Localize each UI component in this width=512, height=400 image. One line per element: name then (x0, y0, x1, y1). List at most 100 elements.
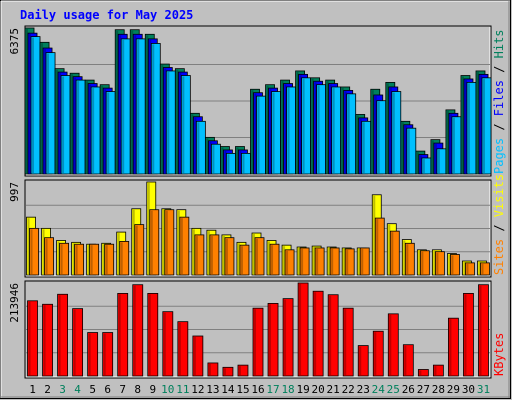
bar-shade (195, 235, 198, 274)
bar-shade (122, 39, 125, 173)
bar-face (44, 237, 54, 276)
bar-shade (362, 122, 365, 173)
bar-sites-day-3 (59, 242, 69, 276)
bar-shade (236, 147, 239, 173)
bar-shade (359, 346, 362, 375)
bar-shade (103, 333, 106, 375)
bar-sites-day-21 (329, 247, 340, 276)
bar-kbytes-day-16 (252, 307, 264, 377)
bar-shade (239, 150, 242, 173)
bar-shade (29, 34, 32, 174)
bar-shade (446, 110, 449, 173)
bar-shade (162, 209, 165, 274)
bar-pages-day-17 (271, 91, 281, 175)
bar-pages-day-15 (241, 152, 251, 175)
legend-part: Visits (492, 174, 506, 217)
bar-face (119, 241, 130, 276)
bar-shade (298, 248, 301, 274)
bar-shade (479, 75, 482, 173)
bar-shade (148, 294, 151, 375)
bar-shade (437, 149, 440, 173)
bar-shade (58, 295, 61, 375)
bar-shade (41, 43, 44, 174)
bar-face (402, 344, 414, 377)
bar-shade (180, 218, 183, 274)
bar-shade (404, 345, 407, 375)
bar-shade (88, 333, 91, 375)
bar-shade (147, 183, 150, 274)
bar-kbytes-day-26 (402, 344, 414, 377)
bar-shade (299, 284, 302, 375)
legend-part: / (492, 217, 506, 239)
y-max-label: 6375 (8, 28, 21, 55)
bar-face (312, 290, 324, 377)
bar-shade (30, 229, 33, 274)
bar-shade (467, 83, 470, 173)
bar-shade (242, 154, 245, 173)
bar-pages-day-7 (120, 38, 131, 175)
y-max-label: 997 (8, 182, 21, 202)
bar-shade (165, 210, 168, 274)
bar-shade (392, 92, 395, 173)
bar-shade (296, 71, 299, 173)
bar-face (162, 311, 174, 377)
chart-panels: 6375 Pages / Files / Hits 997 Sites / Visit… (8, 25, 506, 379)
bar-shade (131, 30, 134, 173)
bar-pages-day-12 (195, 120, 206, 175)
panel-legend-label: Sites / Visits (492, 174, 506, 275)
bar-shade (419, 155, 422, 173)
bar-pages-day-11 (180, 75, 191, 175)
bar-shade (72, 243, 75, 274)
bar-sites-day-14 (224, 237, 235, 276)
bar-kbytes-day-12 (192, 335, 204, 377)
bar-face (134, 224, 145, 276)
bar-face (239, 244, 250, 276)
bar-pages-day-25 (391, 91, 402, 175)
bar-shade (74, 77, 77, 173)
bar-shade (32, 37, 35, 174)
bar-shade (421, 251, 424, 274)
bar-sites-day-19 (299, 247, 310, 276)
bar-shade (254, 93, 257, 173)
bar-kbytes-day-13 (207, 362, 219, 377)
bar-shade (134, 35, 137, 174)
bar-kbytes-day-18 (282, 298, 294, 377)
bar-kbytes-day-5 (87, 332, 99, 377)
x-tick-label: 8 (134, 383, 141, 396)
bar-shade (105, 245, 108, 274)
bar-face (89, 243, 100, 276)
bar-face (74, 243, 85, 276)
bar-shade (346, 249, 349, 274)
bar-sites-day-17 (269, 243, 280, 276)
bar-shade (464, 79, 467, 173)
bar-shade (389, 87, 392, 173)
bar-shade (104, 89, 107, 173)
bar-kbytes-day-25 (387, 313, 399, 377)
bar-shade (237, 243, 240, 274)
bar-sites-day-2 (44, 237, 54, 276)
bar-shade (391, 232, 394, 274)
x-tick-label: 3 (59, 383, 66, 396)
bar-sites-day-23 (359, 247, 370, 276)
bar-shade (224, 150, 227, 173)
bar-shade (269, 304, 272, 375)
bar-shade (137, 39, 140, 173)
bar-shade (92, 87, 95, 173)
bar-shade (407, 129, 410, 173)
bar-kbytes-day-2 (42, 303, 53, 377)
bar-pages-day-22 (346, 93, 357, 175)
bar-sites-day-22 (344, 248, 355, 276)
bar-shade (221, 147, 224, 173)
bar-face (478, 284, 489, 377)
bar-sites-day-30 (465, 262, 475, 276)
bar-kbytes-day-9 (147, 293, 159, 377)
bar-shade (358, 248, 361, 274)
bars-kbytes (27, 282, 489, 377)
bar-kbytes-day-29 (448, 317, 459, 377)
bar-kbytes-day-28 (432, 364, 444, 377)
bar-shade (376, 219, 379, 274)
x-tick-label: 6 (104, 383, 111, 396)
bar-shade (257, 97, 260, 173)
x-tick-label: 9 (149, 383, 156, 396)
